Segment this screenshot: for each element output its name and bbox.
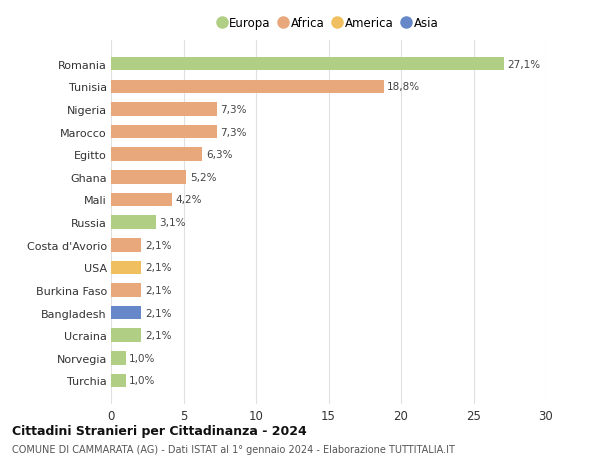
Bar xyxy=(111,125,217,139)
Bar xyxy=(111,103,217,117)
Text: 2,1%: 2,1% xyxy=(145,308,172,318)
Text: 7,3%: 7,3% xyxy=(220,127,247,137)
Bar xyxy=(111,193,172,207)
Bar xyxy=(111,374,125,387)
Text: 2,1%: 2,1% xyxy=(145,263,172,273)
Text: 6,3%: 6,3% xyxy=(206,150,232,160)
Bar xyxy=(111,329,142,342)
Bar xyxy=(111,58,504,71)
Bar xyxy=(111,261,142,274)
Bar xyxy=(111,80,383,94)
Bar xyxy=(111,216,156,230)
Bar xyxy=(111,238,142,252)
Text: 5,2%: 5,2% xyxy=(190,173,217,182)
Text: 18,8%: 18,8% xyxy=(387,82,421,92)
Bar xyxy=(111,306,142,320)
Text: 4,2%: 4,2% xyxy=(176,195,202,205)
Text: 7,3%: 7,3% xyxy=(220,105,247,115)
Bar xyxy=(111,351,125,365)
Bar xyxy=(111,171,187,184)
Text: COMUNE DI CAMMARATA (AG) - Dati ISTAT al 1° gennaio 2024 - Elaborazione TUTTITAL: COMUNE DI CAMMARATA (AG) - Dati ISTAT al… xyxy=(12,444,455,454)
Text: Cittadini Stranieri per Cittadinanza - 2024: Cittadini Stranieri per Cittadinanza - 2… xyxy=(12,424,307,437)
Bar xyxy=(111,148,202,162)
Text: 2,1%: 2,1% xyxy=(145,240,172,250)
Text: 2,1%: 2,1% xyxy=(145,285,172,295)
Bar xyxy=(111,284,142,297)
Text: 27,1%: 27,1% xyxy=(508,60,541,70)
Legend: Europa, Africa, America, Asia: Europa, Africa, America, Asia xyxy=(217,14,440,32)
Text: 1,0%: 1,0% xyxy=(129,375,155,386)
Text: 1,0%: 1,0% xyxy=(129,353,155,363)
Text: 3,1%: 3,1% xyxy=(160,218,186,228)
Text: 2,1%: 2,1% xyxy=(145,330,172,341)
